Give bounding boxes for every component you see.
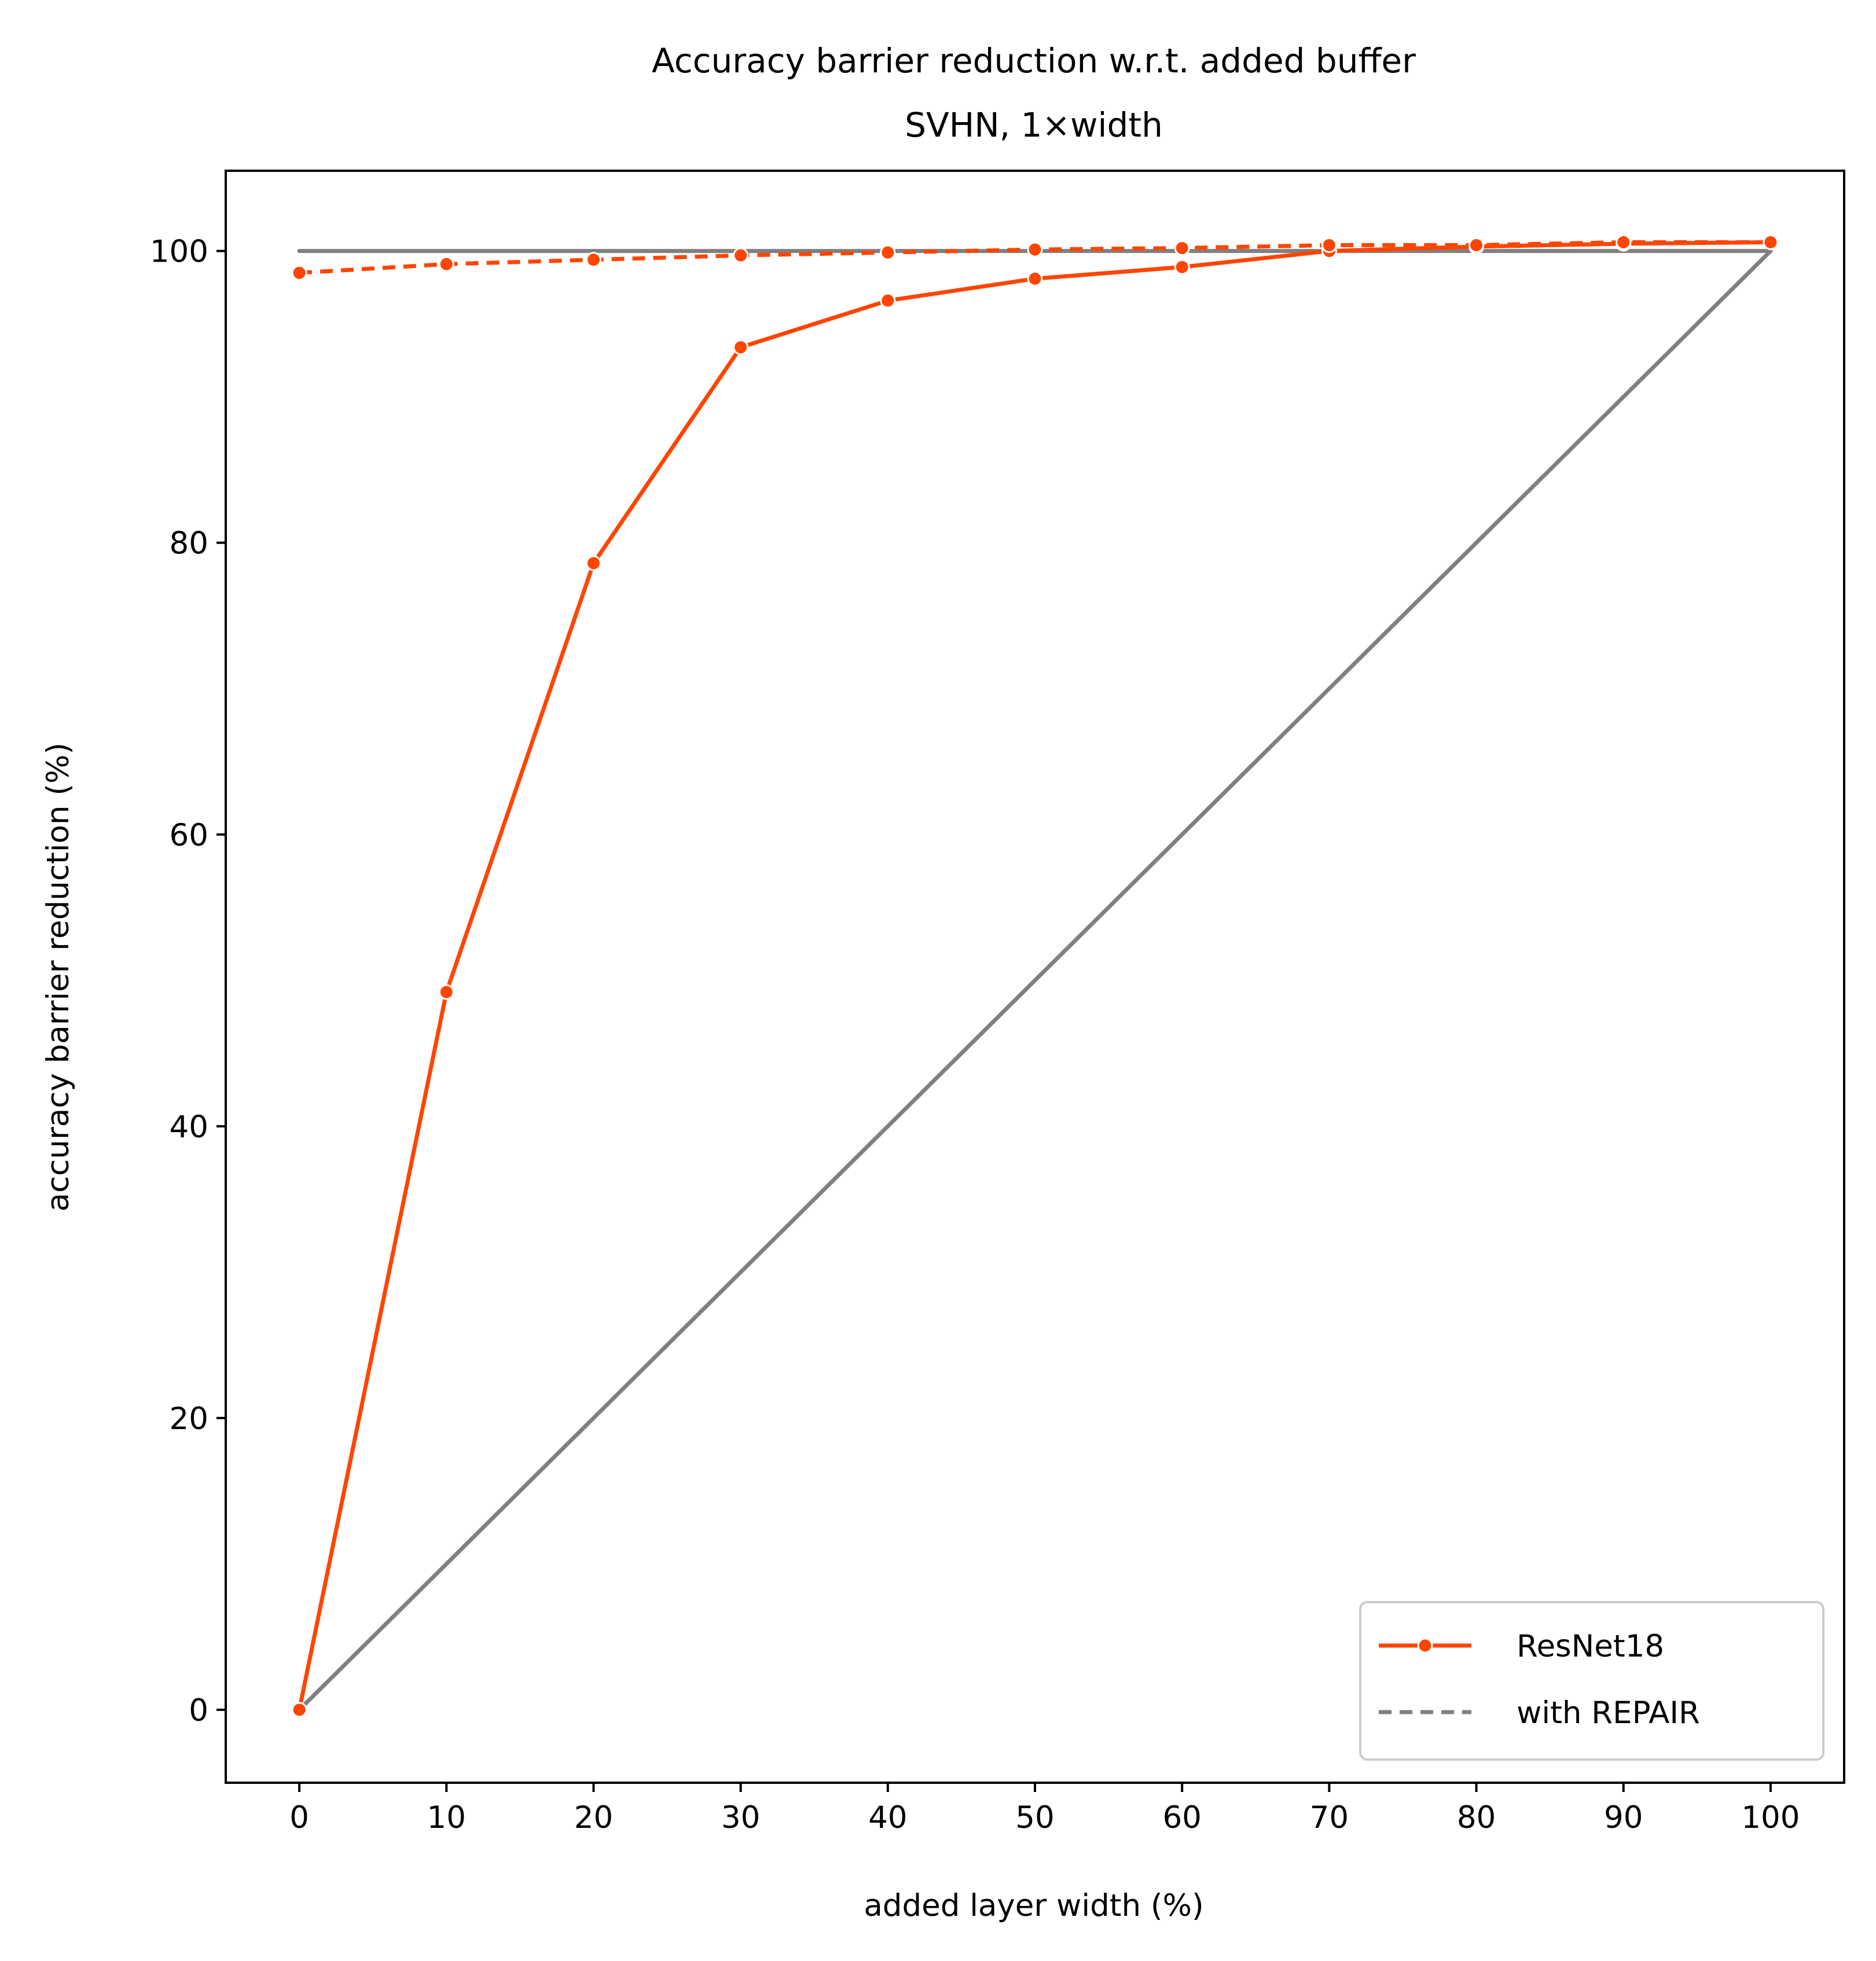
data-point-s2-0 — [291, 265, 307, 281]
y-tick-label-5: 100 — [150, 234, 208, 270]
legend-box — [1359, 1601, 1824, 1761]
x-tick-label-2: 20 — [574, 1800, 613, 1835]
y-tick-label-1: 20 — [170, 1401, 208, 1437]
y-tick-label-4: 80 — [170, 526, 208, 561]
legend-label-resnet18: ResNet18 — [1517, 1629, 1664, 1664]
legend: ResNet18 with REPAIR — [1359, 1601, 1824, 1761]
x-tick-label-0: 0 — [289, 1800, 309, 1835]
reference-line-2 — [297, 249, 1773, 1712]
data-point-s2-7 — [1321, 237, 1337, 254]
legend-label-with-repair: with REPAIR — [1517, 1695, 1700, 1731]
data-point-s2-4 — [880, 244, 896, 260]
plot-area — [291, 234, 1779, 1718]
x-tick-label-5: 50 — [1015, 1800, 1054, 1835]
x-tick-label-8: 80 — [1457, 1800, 1496, 1835]
series-2 — [291, 234, 1779, 281]
chart-title: Accuracy barrier reduction w.r.t. added … — [652, 41, 1416, 80]
y-axis-label: accuracy barrier reduction (%) — [41, 743, 76, 1211]
y-tick-label-2: 40 — [170, 1110, 208, 1145]
x-tick-label-10: 100 — [1741, 1800, 1800, 1835]
data-point-s2-3 — [733, 247, 749, 263]
x-tick-label-7: 70 — [1310, 1800, 1349, 1835]
data-point-s2-9 — [1616, 234, 1632, 250]
data-point-s1-5 — [1027, 271, 1043, 287]
x-tick-label-3: 30 — [721, 1800, 760, 1835]
data-point-s1-1 — [438, 984, 454, 1000]
data-point-s2-10 — [1763, 234, 1779, 250]
data-point-s2-5 — [1027, 241, 1043, 258]
x-tick-label-4: 40 — [868, 1800, 907, 1835]
data-point-s1-3 — [733, 339, 749, 355]
y-tick-label-3: 60 — [170, 818, 208, 853]
data-point-s2-2 — [585, 252, 601, 268]
y-tick-label-0: 0 — [189, 1693, 208, 1728]
x-axis-label: added layer width (%) — [864, 1888, 1203, 1923]
x-tick-label-6: 60 — [1162, 1800, 1201, 1835]
data-point-s2-6 — [1174, 240, 1190, 256]
x-axis-ticks: 0 10 20 30 40 50 60 70 80 90 100 — [289, 1783, 1800, 1835]
data-point-s1-0 — [291, 1702, 307, 1718]
y-axis-ticks: 0 20 40 60 80 100 — [150, 234, 226, 1728]
legend-marker-resnet18 — [1417, 1637, 1433, 1654]
data-point-s1-4 — [880, 292, 896, 309]
data-point-s1-6 — [1174, 259, 1190, 275]
data-point-s1-2 — [585, 555, 601, 571]
data-point-s2-8 — [1469, 237, 1485, 254]
x-tick-label-1: 10 — [427, 1800, 466, 1835]
data-point-s2-1 — [438, 256, 454, 272]
chart-subtitle: SVHN, 1×width — [905, 105, 1163, 145]
x-tick-label-9: 90 — [1604, 1800, 1643, 1835]
